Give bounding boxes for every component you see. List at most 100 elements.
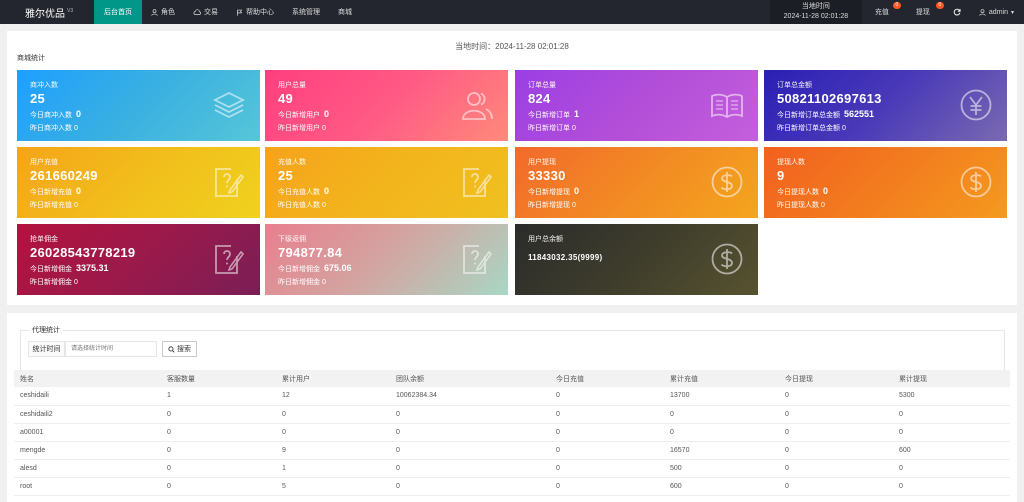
stat-card-today: 今日新增佣金 675.06 (278, 263, 351, 274)
stat-card: 商冲入数 25 今日商冲入数 0 昨日商冲入数 0 (17, 70, 260, 141)
table-cell: 1 (161, 387, 276, 406)
table-cell: 0 (664, 405, 779, 424)
brand-logo[interactable]: 雅尔优品 V3 (0, 5, 94, 19)
stat-card-value: 26028543778219 (30, 245, 136, 260)
table-cell: 0 (550, 387, 664, 406)
stat-card: 提现人数 9 今日提现人数 0 昨日提现人数 0 (764, 147, 1007, 218)
nav-role[interactable]: 角色 (142, 0, 184, 24)
stat-card-title: 商冲入数 (30, 82, 58, 89)
stat-card-today-label: 今日新增订单总金额 (777, 112, 840, 119)
table-cell: 0 (161, 441, 276, 460)
nav-trade[interactable]: 交易 (184, 0, 227, 24)
nav-help[interactable]: 帮助中心 (227, 0, 283, 24)
table-cell: 0 (893, 405, 1010, 424)
local-time-value: 2024-11-28 02:01:28 (783, 13, 849, 20)
book-icon (711, 93, 743, 119)
withdraw-link[interactable]: 提现 0 (901, 0, 944, 24)
stat-card: 用户充值 261660249 今日新增充值 0 昨日新增充值 0 (17, 147, 260, 218)
stat-card-title: 用户总量 (278, 82, 306, 89)
stat-card: 用户总余额 11843032.35(9999) (515, 224, 758, 295)
mall-stats-panel: 当地时间：2024-11-28 02:01:28 商城统计 商冲入数 25 今日商冲… (7, 31, 1017, 305)
table-cell: root (14, 477, 161, 496)
table-cell: 0 (550, 423, 664, 442)
stat-card-title: 用户总余额 (528, 236, 563, 243)
stat-card-today-value: 0 (323, 109, 329, 119)
stat-card-today-label: 今日新增充值 (30, 189, 72, 196)
search-button[interactable]: 搜索 (162, 341, 197, 357)
local-time-label: 当地时间 (801, 3, 830, 10)
stat-time-input[interactable] (65, 341, 157, 357)
stat-card-today-value: 3375.31 (75, 263, 109, 273)
table-cell: 0 (390, 441, 550, 460)
section-label: 商城统计 (17, 55, 45, 62)
table-cell: 9 (276, 441, 390, 460)
table-cell: 0 (390, 423, 550, 442)
nav-home-label: 后台首页 (104, 9, 132, 16)
stat-card-value: 25 (278, 168, 294, 183)
table-cell: 13700 (664, 387, 779, 406)
search-icon (168, 345, 175, 353)
table-cell: 1 (276, 459, 390, 478)
stat-card: 充值人数 25 今日充值人数 0 昨日充值人数 0 (265, 147, 508, 218)
table-cell: alesd (14, 459, 161, 478)
table-header-row: 姓名 客服数量 累计用户 团队余额 今日充值 累计充值 今日提现 累计提现 (14, 370, 1010, 387)
stat-card-title: 订单总量 (528, 82, 556, 89)
agents-table: 姓名 客服数量 累计用户 团队余额 今日充值 累计充值 今日提现 累计提现 ceshidail… (14, 370, 1010, 496)
nav-home[interactable]: 后台首页 (94, 0, 142, 24)
refresh-icon (953, 8, 961, 16)
stat-card-yesterday: 昨日新增订单 0 (528, 125, 576, 132)
stat-card-value: 261660249 (30, 168, 98, 183)
table-cell: 0 (161, 423, 276, 442)
table-cell: 0 (161, 405, 276, 424)
column-header: 客服数量 (161, 370, 276, 387)
stat-card-today-value: 0 (75, 109, 81, 119)
user-name: admin (988, 8, 1008, 16)
stat-card-today: 今日新增充值 0 (30, 186, 81, 197)
stat-card-yesterday: 昨日商冲入数 0 (30, 125, 78, 132)
stat-card-today-label: 今日新增订单 (528, 112, 570, 119)
stat-card-today-value: 1 (573, 109, 579, 119)
stat-card-today-value: 675.06 (323, 263, 352, 273)
table-cell: 0 (779, 459, 893, 478)
search-label: 搜索 (177, 346, 191, 353)
stat-card-today-label: 今日商冲入数 (30, 112, 72, 119)
layers-icon (212, 91, 246, 119)
stat-card-title: 充值人数 (278, 159, 306, 166)
stat-card-value: 11843032.35(9999) (528, 253, 603, 262)
table-cell: 0 (779, 441, 893, 460)
refresh-button[interactable] (944, 0, 970, 24)
table-row: ceshidaili 1 12 10062384.34 0 13700 0 5300 (14, 387, 1010, 406)
column-header: 今日充值 (550, 370, 664, 387)
table-cell: 0 (390, 459, 550, 478)
current-time: 当地时间：2024-11-28 02:01:28 (455, 42, 569, 51)
stat-card-yesterday: 昨日新增充值 0 (30, 202, 78, 209)
table-row: root 0 5 0 0 600 0 0 (14, 477, 1010, 496)
stat-card-today: 今日新增订单总金额 562551 (777, 109, 874, 120)
table-cell: ceshidaili2 (14, 405, 161, 424)
stat-card-today-label: 今日新增佣金 (278, 266, 320, 273)
stat-card-today: 今日提现人数 0 (777, 186, 828, 197)
recharge-badge: 0 (892, 2, 901, 9)
table-cell: 0 (779, 423, 893, 442)
stat-card-today: 今日新增订单 1 (528, 109, 579, 120)
nav-trade-label: 交易 (204, 9, 218, 16)
stat-card-title: 用户充值 (30, 159, 58, 166)
stat-card-yesterday: 昨日新增订单总金额 0 (777, 125, 846, 132)
table-cell: 0 (893, 477, 1010, 496)
stat-card-yesterday: 昨日充值人数 0 (278, 202, 326, 209)
column-header: 今日提现 (779, 370, 893, 387)
flag-icon (237, 9, 243, 16)
table-cell: 5 (276, 477, 390, 496)
user-menu[interactable]: admin ▾ (970, 0, 1024, 24)
filter-label: 统计时间 (28, 341, 65, 357)
table-cell: 10062384.34 (390, 387, 550, 406)
nav-system[interactable]: 系统管理 (283, 0, 329, 24)
nav-mall[interactable]: 商城 (329, 0, 361, 24)
local-time-box: 当地时间 2024-11-28 02:01:28 (769, 0, 862, 24)
recharge-link[interactable]: 充值 0 (862, 0, 901, 24)
nav-mall-label: 商城 (338, 9, 352, 16)
user-icon (151, 8, 158, 16)
table-cell: 0 (550, 459, 664, 478)
stat-card-today: 今日充值人数 0 (278, 186, 329, 197)
dollar-icon (711, 243, 743, 275)
